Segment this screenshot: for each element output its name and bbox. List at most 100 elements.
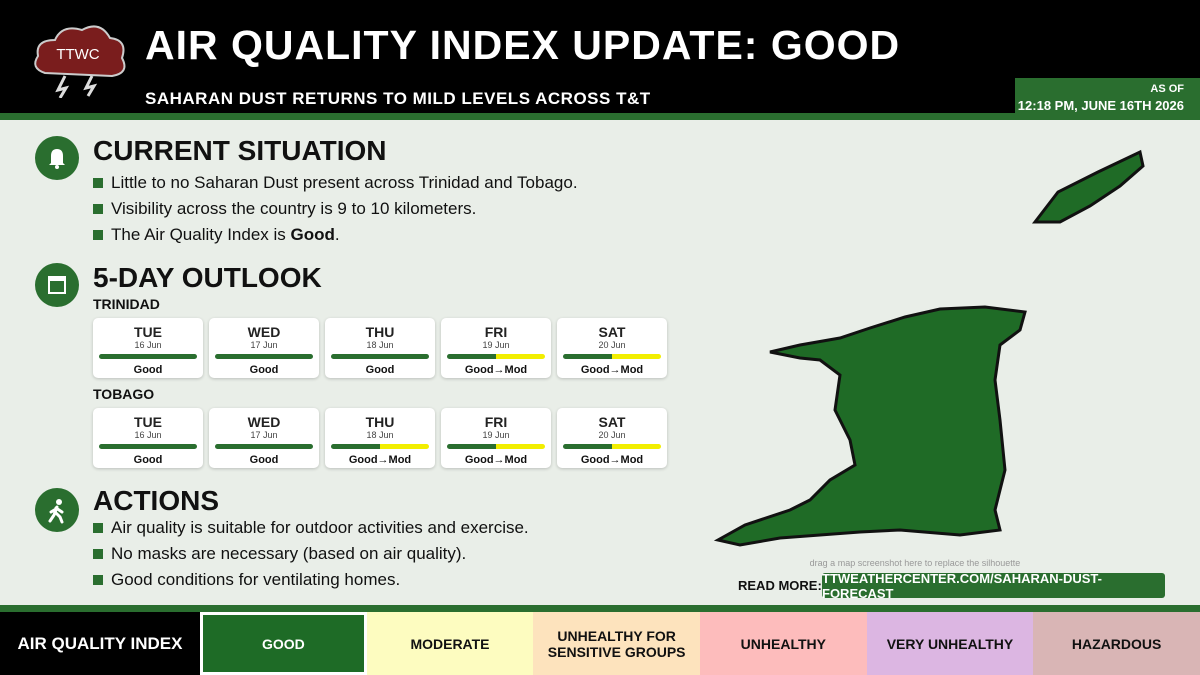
day-card: TUE 16 Jun Good bbox=[93, 408, 203, 468]
bullet-text: Little to no Saharan Dust present across… bbox=[111, 173, 578, 193]
day-name: FRI bbox=[484, 414, 508, 430]
legend-level: MODERATE bbox=[366, 612, 534, 675]
day-status: Good→Mod bbox=[464, 454, 528, 466]
aqi-bar bbox=[99, 354, 197, 359]
aqi-bar-segment bbox=[215, 444, 313, 449]
bullet-marker bbox=[93, 178, 103, 188]
bell-icon bbox=[35, 136, 79, 180]
day-status: Good→Mod bbox=[580, 454, 644, 466]
day-card: THU 18 Jun Good bbox=[325, 318, 435, 378]
bullet-marker bbox=[93, 230, 103, 240]
bullet-part: Good bbox=[290, 225, 335, 244]
day-date: 18 Jun bbox=[366, 430, 394, 440]
day-status: Good bbox=[249, 364, 279, 376]
day-card: FRI 19 Jun Good→Mod bbox=[441, 408, 551, 468]
bullet-text: Good conditions for ventilating homes. bbox=[111, 570, 400, 590]
map bbox=[713, 149, 1145, 547]
day-card: WED 17 Jun Good bbox=[209, 408, 319, 468]
bullet-text: Air quality is suitable for outdoor acti… bbox=[111, 518, 529, 538]
day-status: Good bbox=[249, 454, 279, 466]
aqi-bar bbox=[215, 444, 313, 449]
aqi-bar bbox=[331, 354, 429, 359]
map-hint: drag a map screenshot here to replace th… bbox=[809, 558, 1021, 568]
aqi-bar-segment bbox=[563, 354, 612, 359]
section-heading: ACTIONS bbox=[93, 485, 219, 516]
aqi-bar-segment bbox=[563, 444, 612, 449]
legend-level: GOOD bbox=[200, 612, 367, 675]
bullet-marker bbox=[93, 523, 103, 533]
calendar-icon bbox=[35, 263, 79, 307]
bullet-text: Visibility across the country is 9 to 10… bbox=[111, 199, 476, 219]
legend-level: UNHEALTHY bbox=[700, 612, 867, 675]
logo: TTWC bbox=[34, 25, 126, 98]
aqi-bar-segment bbox=[99, 354, 197, 359]
situation-list: Little to no Saharan Dust present across… bbox=[93, 170, 578, 248]
subtitle: SAHARAN DUST RETURNS TO MILD LEVELS ACRO… bbox=[145, 89, 651, 108]
aqi-bar-segment bbox=[99, 444, 197, 449]
read-more-label: READ MORE: bbox=[738, 578, 822, 593]
region-name: TOBAGO bbox=[93, 386, 155, 402]
bullet-part: Air quality is suitable for outdoor acti… bbox=[111, 518, 529, 537]
aqi-bar-segment bbox=[612, 354, 661, 359]
aqi-bar bbox=[99, 444, 197, 449]
day-status: Good→Mod bbox=[348, 454, 412, 466]
day-name: SAT bbox=[598, 414, 626, 430]
bullet-part: . bbox=[334, 225, 340, 244]
legend-title: AIR QUALITY INDEX bbox=[0, 612, 200, 675]
aqi-bar-segment bbox=[215, 354, 313, 359]
aqi-bar-segment bbox=[447, 444, 496, 449]
bullet-part: Little to no Saharan Dust present across… bbox=[111, 173, 578, 192]
walker-icon bbox=[35, 488, 79, 532]
day-date: 20 Jun bbox=[598, 340, 626, 350]
aqi-bar-segment bbox=[447, 354, 496, 359]
title: AIR QUALITY INDEX UPDATE: GOOD bbox=[145, 22, 901, 68]
bullet: Little to no Saharan Dust present across… bbox=[93, 170, 578, 196]
day-name: FRI bbox=[484, 324, 508, 340]
legend-level: HAZARDOUS bbox=[1033, 612, 1200, 675]
aqi-bar-segment bbox=[612, 444, 661, 449]
day-date: 17 Jun bbox=[250, 340, 278, 350]
day-name: THU bbox=[365, 414, 395, 430]
day-card: FRI 19 Jun Good→Mod bbox=[441, 318, 551, 378]
aqi-bar-segment bbox=[380, 444, 429, 449]
day-card: SAT 20 Jun Good→Mod bbox=[557, 318, 667, 378]
day-name: TUE bbox=[134, 324, 162, 340]
aqi-bar bbox=[447, 354, 545, 359]
bullet-marker bbox=[93, 549, 103, 559]
aqi-bar-segment bbox=[331, 354, 429, 359]
bullet-part: Visibility across the country is 9 to 10… bbox=[111, 199, 477, 218]
read-more-link[interactable]: TTWEATHERCENTER.COM/SAHARAN-DUST-FORECAS… bbox=[822, 571, 1165, 601]
legend-level: UNHEALTHY FOR SENSITIVE GROUPS bbox=[533, 612, 700, 675]
day-date: 17 Jun bbox=[250, 430, 278, 440]
region-name: TRINIDAD bbox=[93, 296, 160, 312]
day-name: WED bbox=[247, 324, 281, 340]
actions-list: Air quality is suitable for outdoor acti… bbox=[93, 515, 529, 593]
aqi-bar bbox=[563, 354, 661, 359]
aqi-bar-segment bbox=[496, 444, 545, 449]
bullet-part: The Air Quality Index is bbox=[111, 225, 291, 244]
day-status: Good bbox=[133, 454, 163, 466]
bullet-part: No masks are necessary (based on air qua… bbox=[111, 544, 467, 563]
day-name: SAT bbox=[598, 324, 626, 340]
day-name: TUE bbox=[134, 414, 162, 430]
bullet: Good conditions for ventilating homes. bbox=[93, 567, 529, 593]
day-card: TUE 16 Jun Good bbox=[93, 318, 203, 378]
day-card: SAT 20 Jun Good→Mod bbox=[557, 408, 667, 468]
as-of-box: AS OF 12:18 PM, JUNE 16TH 2026 bbox=[1015, 78, 1200, 120]
footer-rule bbox=[0, 605, 1200, 612]
aqi-bar bbox=[215, 354, 313, 359]
as-of: 12:18 PM, JUNE 16TH 2026 bbox=[1017, 98, 1184, 113]
bullet-part: Good conditions for ventilating homes. bbox=[111, 570, 401, 589]
day-date: 19 Jun bbox=[482, 430, 510, 440]
day-date: 19 Jun bbox=[482, 340, 510, 350]
header-band bbox=[0, 0, 1200, 113]
as-of-label: AS OF bbox=[1150, 83, 1184, 95]
bullet-marker bbox=[93, 204, 103, 214]
section-heading: 5-DAY OUTLOOK bbox=[93, 262, 322, 293]
day-name: WED bbox=[247, 414, 281, 430]
bullet: Visibility across the country is 9 to 10… bbox=[93, 196, 578, 222]
aqi-bar bbox=[563, 444, 661, 449]
bullet-marker bbox=[93, 575, 103, 585]
day-card: THU 18 Jun Good→Mod bbox=[325, 408, 435, 468]
day-status: Good→Mod bbox=[580, 364, 644, 376]
